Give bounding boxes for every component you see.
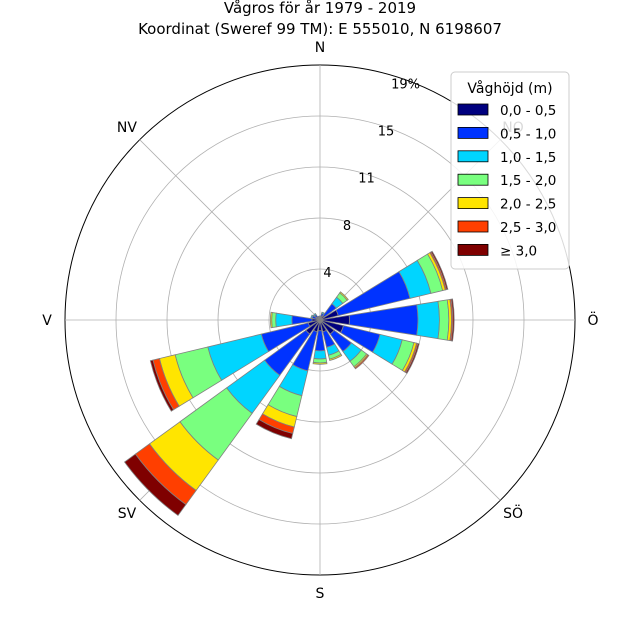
- legend-swatch: [457, 150, 489, 163]
- chart-title: Vågros för år 1979 - 2019: [224, 0, 416, 17]
- rose-bar-segment: [275, 312, 293, 328]
- legend-swatch: [457, 243, 489, 256]
- legend-swatch: [457, 173, 489, 186]
- legend-label: 1,5 - 2,0: [500, 173, 556, 189]
- direction-label: NV: [117, 120, 137, 136]
- rose-bar-segment: [317, 315, 320, 319]
- rose-bar-segment: [310, 314, 314, 319]
- radial-tick-label: 8: [343, 219, 351, 234]
- rose-bar-segment: [149, 359, 175, 412]
- legend-items: 0,0 - 0,5 0,5 - 1,0 1,0 - 1,5 1,5 - 2,0 2,0 …: [457, 103, 556, 259]
- rose-bar-segment: [255, 419, 294, 440]
- chart-subtitle: Koordinat (Sweref 99 TM): E 555010, N 61…: [138, 20, 502, 38]
- legend-swatch: [457, 197, 489, 210]
- direction-label: N: [315, 40, 325, 56]
- grid-spoke: [139, 139, 321, 321]
- rose-bar-segment: [450, 298, 455, 342]
- rose-bar-segment: [312, 361, 328, 365]
- rose-bar-segment: [321, 311, 325, 315]
- rose-bar-segment: [124, 453, 187, 516]
- direction-label: V: [42, 313, 52, 329]
- direction-label: SÖ: [503, 504, 523, 522]
- rose-bar-segment: [416, 300, 440, 340]
- legend-label: ≥ 3,0: [500, 243, 537, 259]
- radial-tick-labels: 4 8 11 15 19%: [323, 77, 420, 280]
- legend: Våghöjd (m) 0,0 - 0,5 0,5 - 1,0 1,0 - 1,5 1…: [450, 71, 570, 270]
- legend-title: Våghöjd (m): [467, 80, 552, 97]
- rose-bar-segment: [405, 343, 420, 374]
- legend-label: 2,0 - 2,5: [500, 197, 556, 213]
- radial-tick-label: 15: [378, 125, 395, 140]
- rose-bar-segment: [328, 353, 343, 361]
- legend-box: [450, 71, 570, 270]
- rose-bar-segment: [313, 350, 327, 360]
- legend-swatch: [457, 220, 489, 233]
- rose-bar-segment: [430, 250, 449, 291]
- radial-tick-label: 11: [358, 172, 375, 187]
- legend-label: 0,5 - 1,0: [500, 126, 556, 142]
- direction-label: S: [316, 586, 325, 602]
- radial-tick-label: 4: [323, 266, 331, 281]
- legend-label: 0,0 - 0,5: [500, 103, 556, 119]
- legend-label: 2,5 - 3,0: [500, 220, 556, 236]
- rose-bar-segment: [312, 312, 317, 317]
- radial-tick-label: 19%: [391, 77, 420, 92]
- direction-label: Ö: [587, 311, 598, 329]
- rose-bars: [124, 250, 455, 516]
- legend-swatch: [457, 103, 489, 116]
- direction-label: SV: [118, 506, 137, 522]
- rose-bar-segment: [312, 357, 328, 364]
- legend-label: 1,0 - 1,5: [500, 150, 556, 166]
- rose-bar-segment: [437, 299, 450, 341]
- rose-bar-segment: [339, 291, 349, 301]
- legend-swatch: [457, 127, 489, 139]
- rose-bar-segment: [354, 354, 370, 370]
- rose-bar-segment: [269, 311, 273, 329]
